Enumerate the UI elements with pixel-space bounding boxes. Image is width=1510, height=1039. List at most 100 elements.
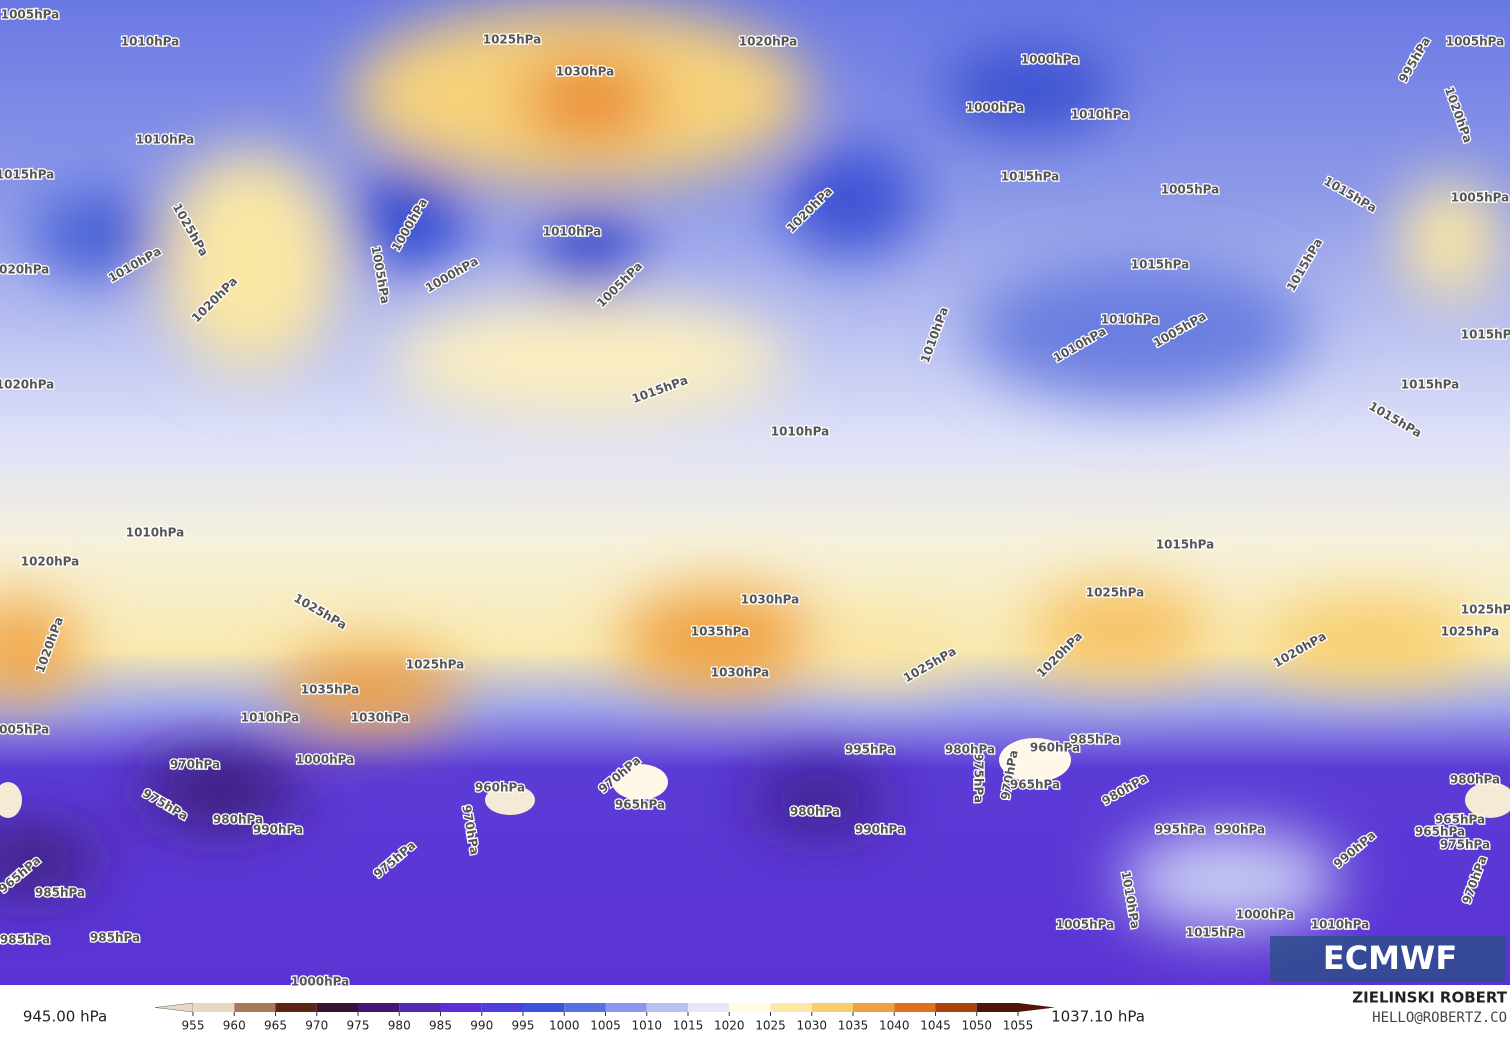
contour-label: 1000hPa <box>966 101 1025 115</box>
colorbar-bin <box>564 1003 606 1012</box>
colorbar-tick-label: 1050 <box>961 1019 992 1033</box>
colorbar-bin <box>935 1003 977 1012</box>
max-label: 1037.10 hPa <box>1051 1008 1145 1026</box>
contour-label: 975hPa <box>1440 838 1490 852</box>
colorbar-tick-label: 1020 <box>714 1019 745 1033</box>
contour-label: 1010hPa <box>121 35 180 49</box>
contour-label: 990hPa <box>253 823 303 837</box>
colorbar-bin <box>316 1003 358 1012</box>
contour-label: 1030hPa <box>711 666 770 680</box>
contour-label: 1020hPa <box>0 378 54 392</box>
contour-label: 1010hPa <box>126 526 185 540</box>
contour-label: 990hPa <box>855 823 905 837</box>
colorbar-bin <box>399 1003 441 1012</box>
contour-label: 1010hPa <box>543 225 602 239</box>
contour-label: 1010hPa <box>1071 108 1130 122</box>
colorbar-bin <box>688 1003 730 1012</box>
colorbar-bin <box>853 1003 895 1012</box>
colorbar-bin <box>523 1003 565 1012</box>
contour-label: 990hPa <box>1215 823 1265 837</box>
colorbar-bin <box>646 1003 688 1012</box>
contour-label: 965hPa <box>1415 825 1465 839</box>
contour-label: 1025hPa <box>1441 625 1500 639</box>
contour-label: 985hPa <box>90 931 140 945</box>
contour-label: 995hPa <box>845 743 895 757</box>
contour-label: 1010hPa <box>136 133 195 147</box>
colorbar-bin <box>770 1003 812 1012</box>
colorbar-tick-label: 990 <box>470 1019 493 1033</box>
contour-label: 1000hPa <box>296 753 355 767</box>
contour-label: 1005hPa <box>1056 918 1115 932</box>
contour-label: 980hPa <box>213 813 263 827</box>
contour-label: 1015hPa <box>0 168 54 182</box>
contour-label: 985hPa <box>0 933 50 947</box>
contour-label: 1000hPa <box>1236 908 1295 922</box>
colorbar-tick-label: 1040 <box>879 1019 910 1033</box>
contour-label: 1005hPa <box>0 723 49 737</box>
colorbar-tick-label: 960 <box>223 1019 246 1033</box>
contour-label: 1010hPa <box>1311 918 1370 932</box>
contour-label: 1005hPa <box>1446 35 1505 49</box>
colorbar-tick-label: 1055 <box>1003 1019 1034 1033</box>
contour-label: 1025hPa <box>406 658 465 672</box>
contour-label: 1025hPa <box>483 33 542 47</box>
contour-label: 1000hPa <box>1021 53 1080 67</box>
colorbar-tick-label: 1025 <box>755 1019 786 1033</box>
pressure-field <box>0 0 1510 985</box>
contour-label: 980hPa <box>790 805 840 819</box>
contour-label: 1025hPa <box>1086 586 1145 600</box>
colorbar-tick-label: 980 <box>388 1019 411 1033</box>
contour-label: 1020hPa <box>739 35 798 49</box>
contour-label: 965hPa <box>615 798 665 812</box>
colorbar-bin <box>894 1003 936 1012</box>
contour-label: 960hPa <box>1030 741 1080 755</box>
colorbar-tick-label: 1035 <box>838 1019 869 1033</box>
colorbar-bin <box>234 1003 276 1012</box>
contour-label: 1020hPa <box>0 263 49 277</box>
contour-label: 975hPa <box>972 753 986 803</box>
contour-label: 1015hPa <box>1401 378 1460 392</box>
colorbar-bin <box>481 1003 523 1012</box>
colorbar-tick-label: 1015 <box>673 1019 704 1033</box>
contour-label: 1015hPa <box>1461 328 1510 342</box>
contour-label: 980hPa <box>1450 773 1500 787</box>
contour-label: 1005hPa <box>1 8 60 22</box>
colorbar-tick-label: 970 <box>305 1019 328 1033</box>
contour-label: 960hPa <box>475 781 525 795</box>
contour-label: 1010hPa <box>241 711 300 725</box>
contour-label: 1025hPa <box>1461 603 1510 617</box>
contour-label: 1030hPa <box>556 65 615 79</box>
logo: ECMWF <box>1323 939 1457 977</box>
contour-label: 985hPa <box>35 886 85 900</box>
contour-label: 1020hPa <box>21 555 80 569</box>
colorbar-bin <box>193 1003 235 1012</box>
contour-label: 985hPa <box>1070 733 1120 747</box>
contour-label: 970hPa <box>170 758 220 772</box>
colorbar-tick-label: 1030 <box>796 1019 827 1033</box>
contour-label: 1005hPa <box>1161 183 1220 197</box>
contour-label: 1030hPa <box>351 711 410 725</box>
contour-label: 1015hPa <box>1156 538 1215 552</box>
contour-label: 1005hPa <box>1451 191 1510 205</box>
credit-email: HELLO@ROBERTZ.CO <box>1372 1010 1507 1026</box>
colorbar-bin <box>275 1003 317 1012</box>
colorbar-bin <box>729 1003 771 1012</box>
colorbar: 955 960 965 970 975 980 985 990 995 1000 1005 1010 1… <box>154 1002 1055 1033</box>
colorbar-bin <box>811 1003 853 1012</box>
colorbar-bin <box>358 1003 400 1012</box>
min-label: 945.00 hPa <box>23 1008 107 1026</box>
contour-labels: 1005hPa 1010hPa 1015hPa 1025hPa 1030hPa 1020h… <box>0 6 1510 990</box>
colorbar-tick-label: 1005 <box>590 1019 621 1033</box>
colorbar-end <box>154 1002 194 1013</box>
colorbar-bin <box>605 1003 647 1012</box>
colorbar-tick-label: 1000 <box>549 1019 580 1033</box>
colorbar-tick-label: 1010 <box>631 1019 662 1033</box>
contour-label: 1030hPa <box>741 593 800 607</box>
contour-label: 1035hPa <box>301 683 360 697</box>
logo-box <box>1270 936 1505 982</box>
contour-label: 995hPa <box>1155 823 1205 837</box>
contour-label: 1015hPa <box>1186 926 1245 940</box>
colorbar-tick-label: 965 <box>264 1019 287 1033</box>
